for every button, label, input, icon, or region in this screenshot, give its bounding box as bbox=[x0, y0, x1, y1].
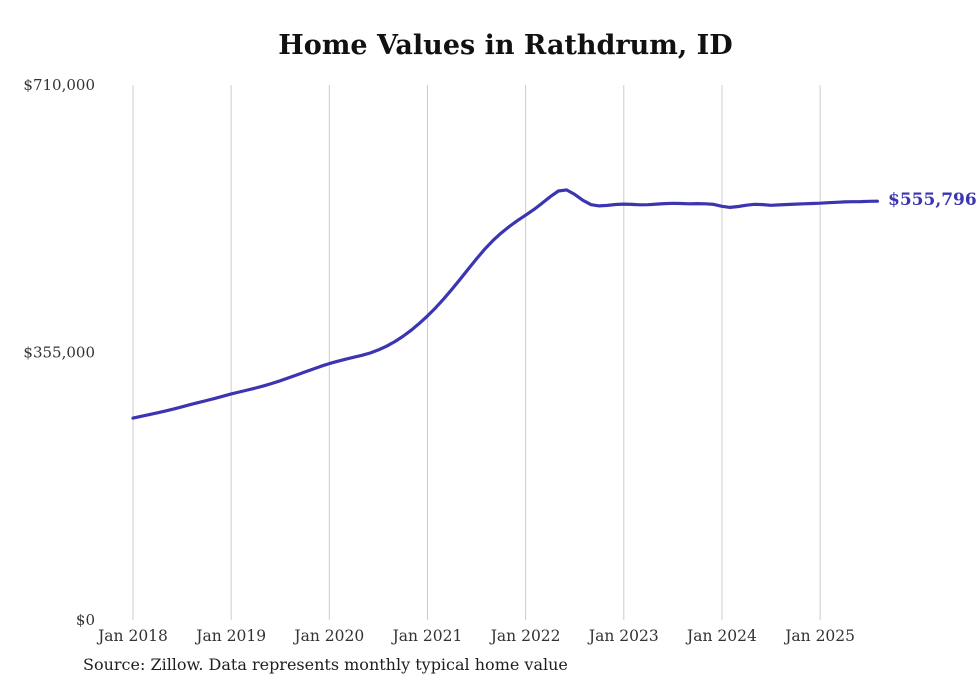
chart-title: Home Values in Rathdrum, ID bbox=[278, 30, 733, 61]
end-value-label: $555,796 bbox=[888, 190, 977, 210]
x-axis-tick-label: Jan 2018 bbox=[96, 627, 168, 645]
x-axis-tick-label: Jan 2019 bbox=[194, 627, 266, 645]
y-axis-tick-label: $355,000 bbox=[23, 344, 95, 362]
home-value-series-line bbox=[131, 188, 880, 420]
x-axis-tick-label: Jan 2025 bbox=[783, 627, 855, 645]
x-axis-tick-label: Jan 2023 bbox=[587, 627, 659, 645]
source-note: Source: Zillow. Data represents monthly … bbox=[83, 655, 568, 674]
x-axis-tick-label: Jan 2024 bbox=[685, 627, 757, 645]
x-axis-tick-label: Jan 2021 bbox=[391, 627, 463, 645]
y-axis-tick-label: $0 bbox=[76, 611, 95, 629]
y-axis-tick-label: $710,000 bbox=[23, 76, 95, 94]
x-axis-tick-label: Jan 2022 bbox=[489, 627, 561, 645]
x-axis-tick-label: Jan 2020 bbox=[292, 627, 364, 645]
